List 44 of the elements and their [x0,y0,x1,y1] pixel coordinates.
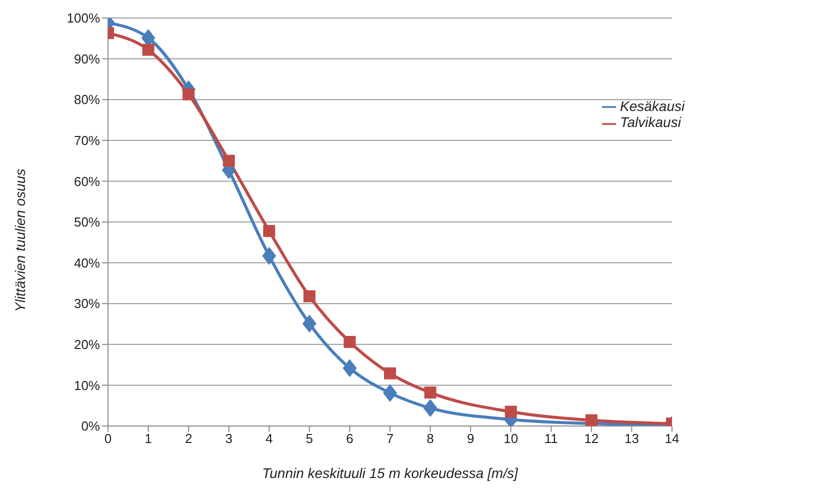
y-tick-label: 80% [74,92,100,108]
point [424,386,436,399]
x-tick-label: 9 [466,431,474,446]
point [504,406,517,418]
point [384,367,396,380]
y-tick-label: 50% [74,214,100,230]
y-tick-label: 60% [74,174,100,189]
point [302,314,316,333]
x-tick-label: 13 [624,431,639,446]
y-tick-label: 90% [74,51,100,66]
x-tick-label: 5 [306,431,314,446]
x-tick-label: 8 [426,431,434,446]
point [342,359,357,378]
x-tick-label: 0 [104,431,112,446]
point [263,224,276,237]
point [423,399,438,418]
point [262,246,276,265]
x-tick-label: 14 [664,431,680,446]
x-tick-label: 6 [346,431,354,446]
y-axis-title: Ylittävien tuulien osuus [12,168,28,312]
point [303,290,316,302]
y-tick-label: 100% [66,10,100,26]
x-tick-label: 3 [225,431,232,446]
y-tick-label: 10% [74,378,100,393]
point [182,88,195,100]
y-tick-label: 30% [74,296,100,312]
y-tick-label: 20% [74,337,100,352]
x-tick-label: 11 [544,431,558,446]
point [142,44,154,56]
point [383,384,397,402]
y-tick-label: 70% [74,133,100,148]
x-tick-label: 2 [184,431,192,446]
y-tick-label: 0% [81,418,100,434]
x-tick-label: 1 [144,431,152,446]
x-tick-label: 10 [504,431,518,446]
point [222,154,235,167]
legend-label: Kesäkausi [620,98,685,114]
x-tick-label: 12 [584,431,599,446]
y-tick-label: 40% [74,255,100,270]
x-axis-title: Tunnin keskituuli 15 m korkeudessa [m/s] [262,465,519,481]
legend-label: Talvikausi [620,114,681,130]
point [344,336,356,348]
x-tick-label: 4 [266,431,273,446]
x-tick-label: 7 [386,431,394,446]
